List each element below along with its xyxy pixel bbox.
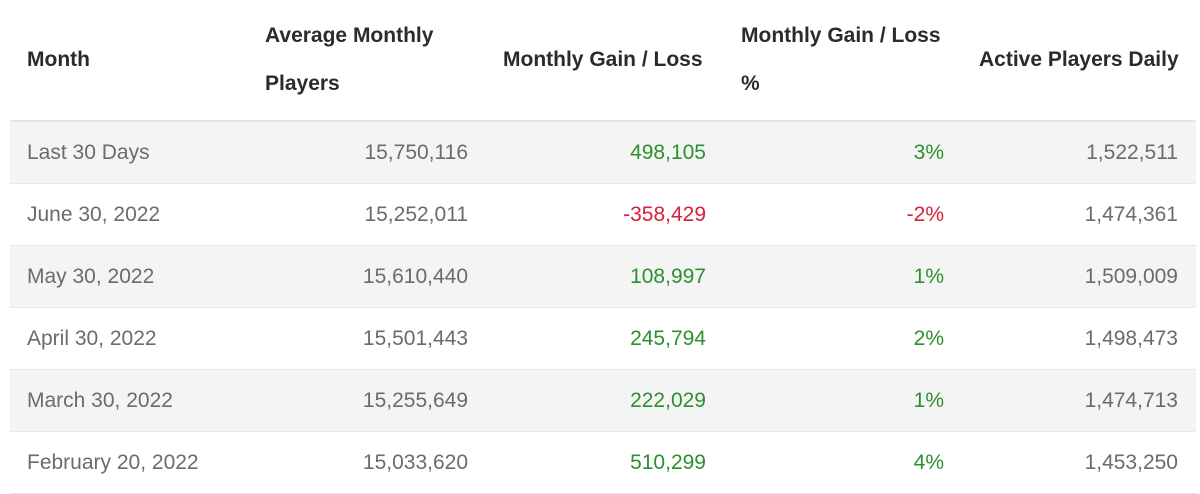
cell-monthly-gain-loss: 222,029 — [486, 369, 724, 432]
cell-monthly-gain-loss-percent: 4% — [724, 431, 962, 494]
cell-active-players-daily: 1,509,009 — [962, 245, 1196, 308]
cell-average-monthly-players: 15,033,620 — [248, 431, 486, 494]
cell-average-monthly-players: 15,252,011 — [248, 183, 486, 246]
cell-month: February 20, 2022 — [10, 431, 248, 494]
table-row: March 30, 2022 15,255,649 222,029 1% 1,474,7… — [10, 369, 1196, 432]
cell-average-monthly-players: 15,610,440 — [248, 245, 486, 308]
header-average-monthly-players: Average Monthly Players — [248, 0, 486, 122]
cell-monthly-gain-loss-percent: 3% — [724, 121, 962, 184]
table-row: April 30, 2022 15,501,443 245,794 2% 1,498,4… — [10, 307, 1196, 370]
cell-monthly-gain-loss: -358,429 — [486, 183, 724, 246]
header-monthly-gain-loss: Monthly Gain / Loss — [486, 0, 724, 122]
cell-month: May 30, 2022 — [10, 245, 248, 308]
table-header: Month Average Monthly Players Monthly Ga… — [10, 0, 1196, 122]
monthly-players-table: Month Average Monthly Players Monthly Ga… — [10, 0, 1196, 494]
cell-monthly-gain-loss-percent: 1% — [724, 369, 962, 432]
cell-month: March 30, 2022 — [10, 369, 248, 432]
cell-average-monthly-players: 15,501,443 — [248, 307, 486, 370]
cell-active-players-daily: 1,498,473 — [962, 307, 1196, 370]
cell-monthly-gain-loss: 498,105 — [486, 121, 724, 184]
cell-month: June 30, 2022 — [10, 183, 248, 246]
cell-active-players-daily: 1,474,713 — [962, 369, 1196, 432]
cell-monthly-gain-loss: 108,997 — [486, 245, 724, 308]
cell-monthly-gain-loss-percent: 1% — [724, 245, 962, 308]
cell-monthly-gain-loss-percent: -2% — [724, 183, 962, 246]
header-row: Month Average Monthly Players Monthly Ga… — [10, 0, 1196, 122]
cell-active-players-daily: 1,474,361 — [962, 183, 1196, 246]
header-month: Month — [10, 0, 248, 122]
header-active-players-daily: Active Players Daily — [962, 0, 1196, 122]
table-row: May 30, 2022 15,610,440 108,997 1% 1,509,009 — [10, 245, 1196, 308]
cell-monthly-gain-loss: 245,794 — [486, 307, 724, 370]
cell-average-monthly-players: 15,750,116 — [248, 121, 486, 184]
cell-monthly-gain-loss-percent: 2% — [724, 307, 962, 370]
cell-active-players-daily: 1,522,511 — [962, 121, 1196, 184]
cell-month: April 30, 2022 — [10, 307, 248, 370]
table-body: Last 30 Days 15,750,116 498,105 3% 1,522,511… — [10, 121, 1196, 494]
cell-active-players-daily: 1,453,250 — [962, 431, 1196, 494]
cell-month: Last 30 Days — [10, 121, 248, 184]
stats-table-container: Month Average Monthly Players Monthly Ga… — [10, 0, 1196, 494]
table-row: February 20, 2022 15,033,620 510,299 4% 1,45… — [10, 431, 1196, 494]
table-row: Last 30 Days 15,750,116 498,105 3% 1,522,511 — [10, 121, 1196, 184]
cell-monthly-gain-loss: 510,299 — [486, 431, 724, 494]
table-row: June 30, 2022 15,252,011 -358,429 -2% 1,474,… — [10, 183, 1196, 246]
cell-average-monthly-players: 15,255,649 — [248, 369, 486, 432]
header-monthly-gain-loss-percent: Monthly Gain / Loss % — [724, 0, 962, 122]
